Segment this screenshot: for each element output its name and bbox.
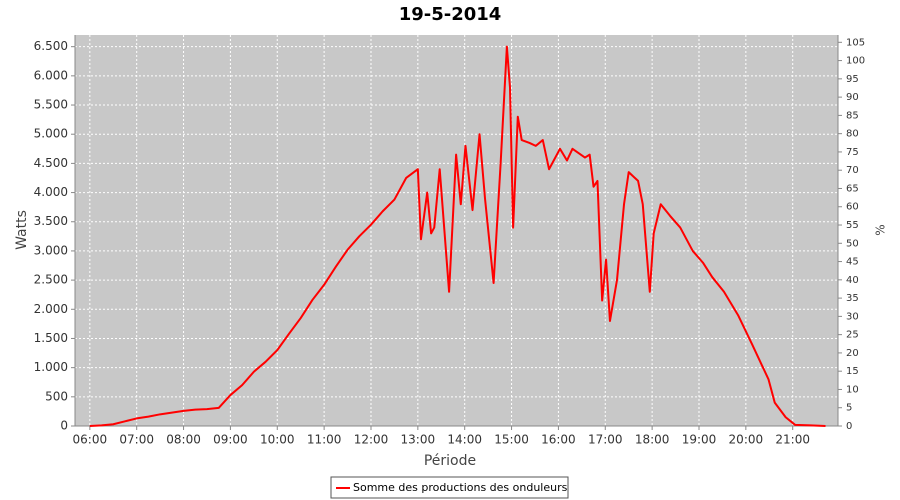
x-tick-label: 16:00 [541,433,576,447]
x-tick-label: 06:00 [73,433,108,447]
y2-tick-label: 0 [846,421,852,432]
x-tick-label: 17:00 [588,433,623,447]
y2-tick-label: 20 [846,348,859,359]
x-tick-label: 11:00 [307,433,342,447]
y2-tick-label: 60 [846,202,859,213]
x-axis-label: Période [424,453,476,469]
y-tick-label: 3.500 [34,214,68,228]
y2-tick-label: 50 [846,238,859,249]
y2-tick-label: 70 [846,165,859,176]
y-tick-label: 6.000 [34,68,68,82]
y2-tick-label: 30 [846,311,859,322]
y-tick-label: 4.500 [34,156,68,170]
x-tick-label: 09:00 [213,433,248,447]
y2-tick-label: 85 [846,110,859,121]
x-tick-label: 19:00 [682,433,717,447]
x-tick-label: 07:00 [119,433,154,447]
y2-axis-label: % [874,224,888,235]
y-tick-label: 6.500 [34,39,68,53]
y-tick-label: 0 [60,419,68,433]
y2-tick-label: 10 [846,384,859,395]
x-tick-label: 10:00 [260,433,295,447]
legend [330,476,569,499]
y2-tick-label: 45 [846,257,859,268]
x-tick-label: 13:00 [401,433,436,447]
x-tick-label: 21:00 [775,433,810,447]
y-tick-label: 4.000 [34,185,68,199]
x-tick-label: 18:00 [635,433,670,447]
y-tick-label: 500 [45,389,68,403]
y2-tick-label: 90 [846,92,859,103]
y-tick-label: 2.500 [34,273,68,287]
y-tick-label: 5.000 [34,127,68,141]
y-tick-label: 3.000 [34,243,68,257]
y-tick-label: 1.500 [34,331,68,345]
y2-tick-label: 100 [846,56,865,67]
y2-tick-label: 40 [846,275,859,286]
y2-tick-label: 75 [846,147,859,158]
y2-tick-label: 105 [846,37,865,48]
x-tick-label: 20:00 [729,433,764,447]
chart-title: 19-5-2014 [399,4,502,25]
y-tick-label: 2.000 [34,302,68,316]
y2-tick-label: 65 [846,183,859,194]
x-tick-label: 08:00 [166,433,201,447]
legend-label: Somme des productions des onduleurs [353,481,568,494]
y2-tick-label: 55 [846,220,859,231]
y2-tick-label: 35 [846,293,859,304]
y2-tick-label: 25 [846,330,859,341]
x-tick-label: 15:00 [494,433,529,447]
y2-tick-label: 15 [846,366,859,377]
y-tick-label: 5.500 [34,98,68,112]
x-tick-label: 12:00 [354,433,389,447]
data-line [89,45,826,427]
y-axis-label: Watts [14,210,30,250]
y2-tick-label: 95 [846,74,859,85]
y-tick-label: 1.000 [34,360,68,374]
y2-tick-label: 80 [846,129,859,140]
x-tick-label: 14:00 [447,433,482,447]
plot-area [75,35,838,426]
y2-tick-label: 5 [846,403,852,414]
